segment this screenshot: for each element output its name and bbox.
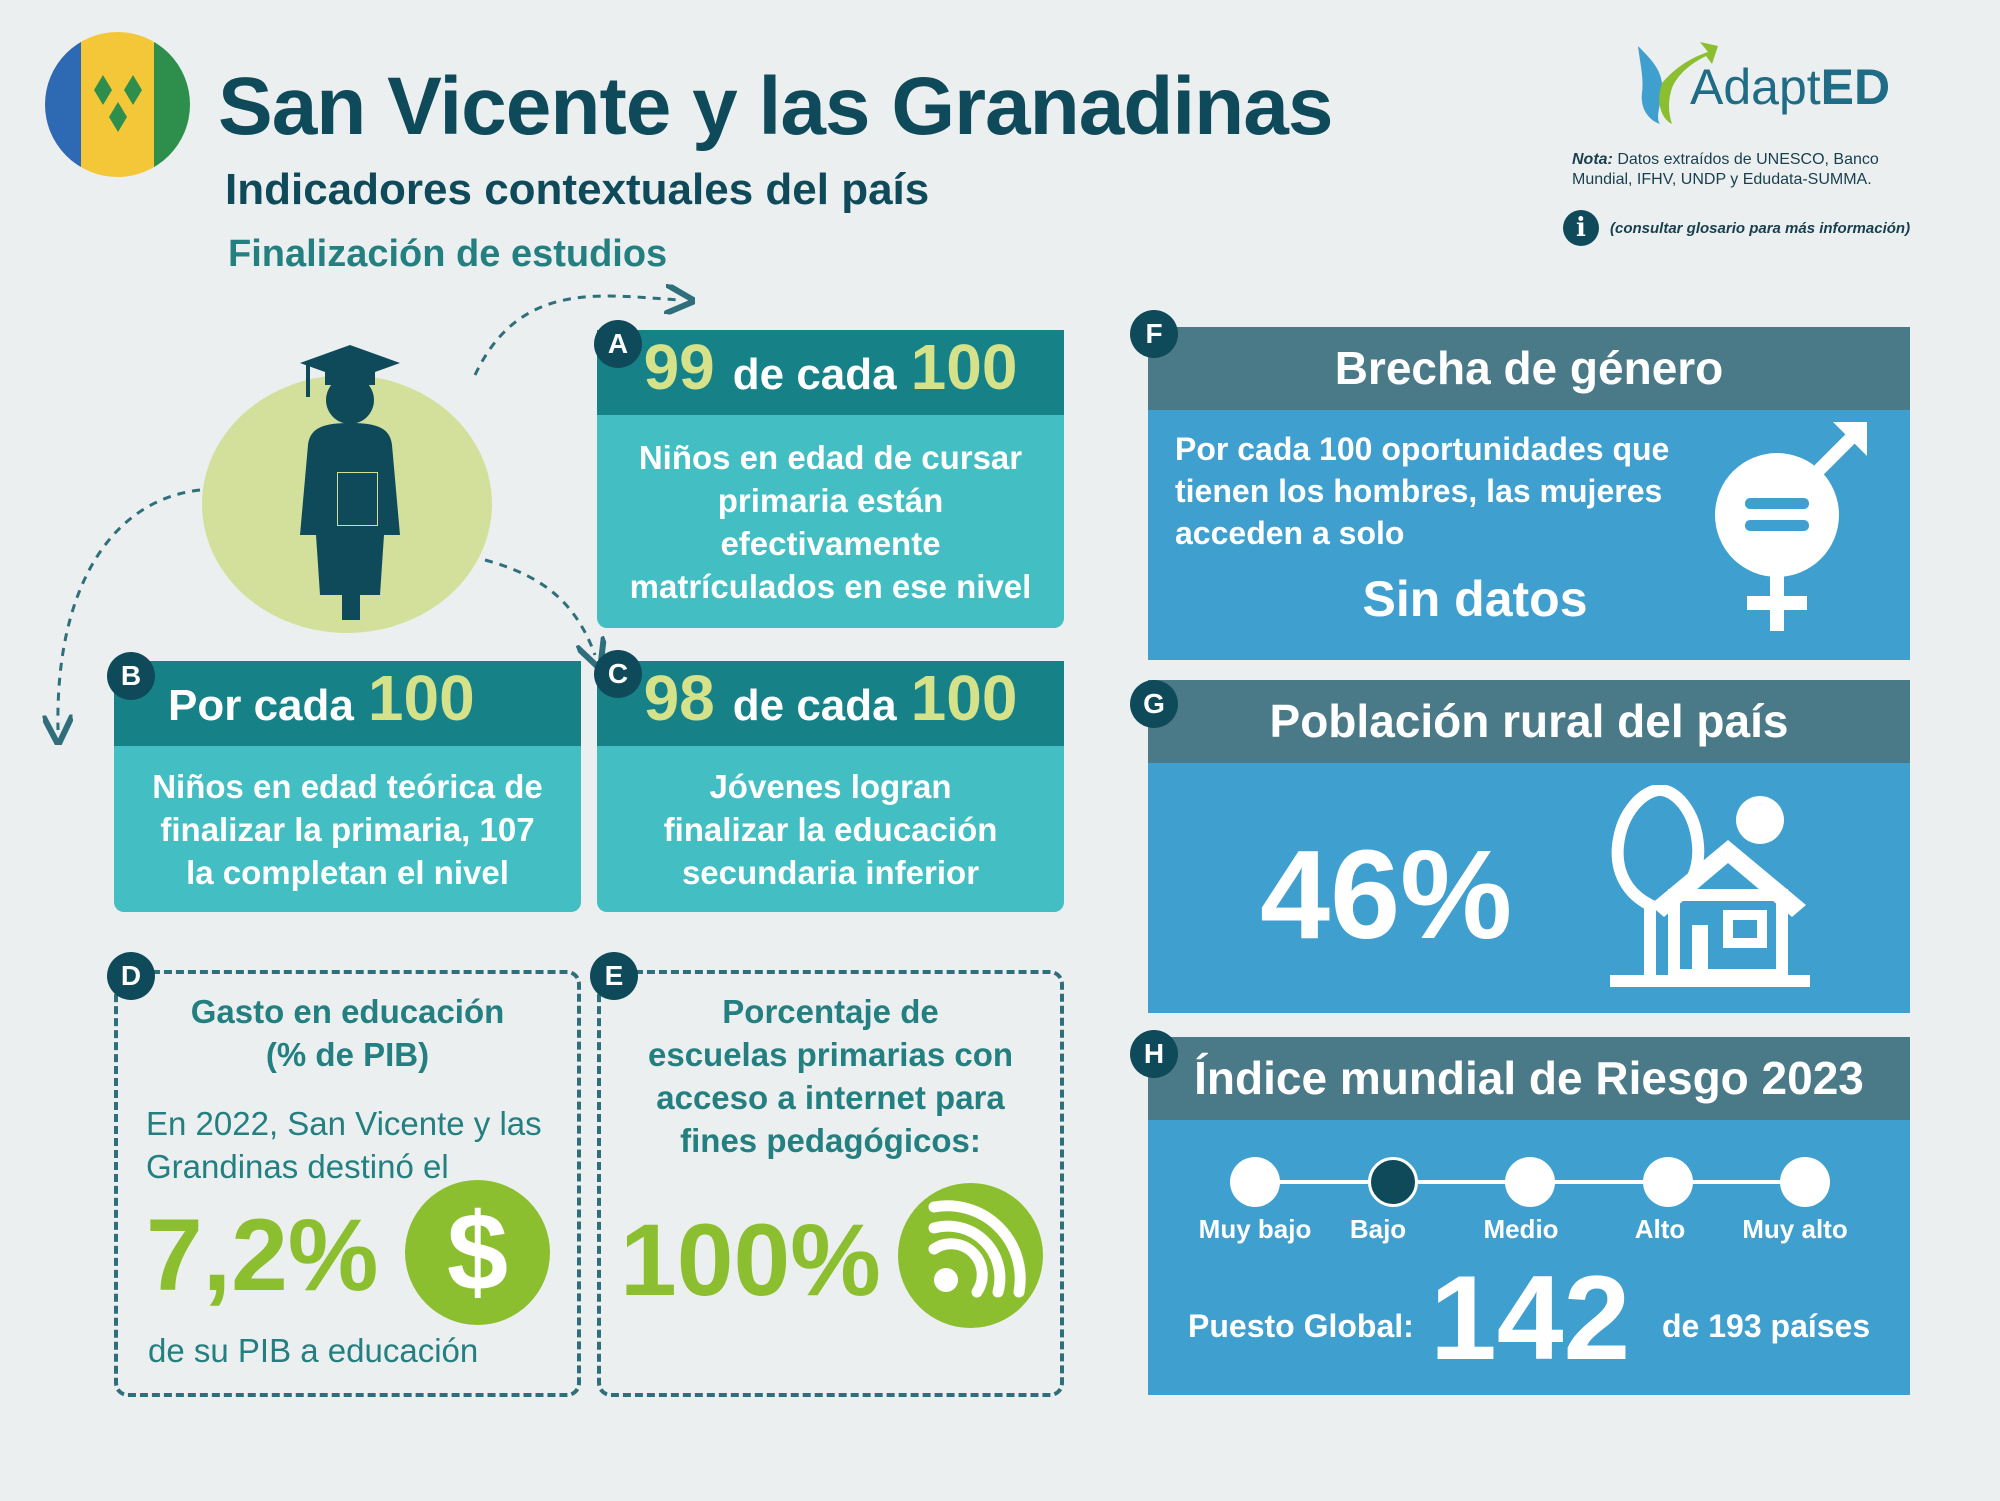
adapted-logo-icon (1638, 42, 1718, 124)
badge-d: D (107, 952, 155, 1000)
card-b-line: finalizar la primaria, 107 (160, 810, 535, 848)
card-a-line: matrículados en ese nivel (629, 567, 1032, 605)
wifi-icon (898, 1183, 1043, 1328)
page-title: San Vicente y las Granadinas (218, 61, 1333, 152)
card-d-footer: de su PIB a educación (148, 1332, 479, 1369)
page-subtitle: Indicadores contextuales del país (225, 165, 930, 214)
card-c-num1: 98 (643, 662, 715, 734)
card-e-value: 100% (620, 1203, 881, 1317)
risk-rank-value: 142 (1430, 1251, 1631, 1385)
section-title: Finalización de estudios (228, 233, 668, 275)
card-e-title-line: Porcentaje de (722, 993, 939, 1030)
risk-rank-label: Puesto Global: (1188, 1308, 1414, 1344)
card-a-line: efectivamente (720, 524, 941, 562)
info-text: (consultar glosario para más información… (1610, 220, 1911, 237)
panel-f-line: acceden a solo (1175, 515, 1405, 551)
note-label: Nota: (1572, 151, 1613, 168)
card-a-header: 99 de cada 100 (597, 330, 1064, 415)
card-c-header: 98 de cada 100 (597, 661, 1064, 746)
badge-h: H (1130, 1030, 1178, 1078)
panel-g-header: Población rural del país (1148, 680, 1910, 763)
card-c-num2: 100 (910, 662, 1018, 734)
card-c-mid: de cada (732, 681, 897, 730)
risk-dot-bajo (1368, 1157, 1418, 1207)
risk-label: Alto (1634, 1214, 1686, 1244)
badge-a: A (594, 320, 642, 368)
card-a-mid: de cada (732, 350, 897, 399)
card-d-intro-line: En 2022, San Vicente y las (146, 1105, 542, 1142)
badge-e: E (590, 952, 638, 1000)
card-c-line: finalizar la educación (663, 810, 998, 848)
card-e-title: Porcentaje de escuelas primarias con acc… (597, 990, 1064, 1162)
card-b-prefix: Por cada (168, 681, 354, 730)
source-note: Nota: Datos extraídos de UNESCO, Banco M… (1572, 150, 1932, 190)
badge-g: G (1130, 680, 1178, 728)
risk-label: Bajo (1349, 1214, 1407, 1244)
gender-equality-icon (1715, 422, 1867, 631)
card-b-header: Por cada 100 (114, 661, 581, 746)
risk-label: Muy alto (1742, 1214, 1848, 1244)
card-b-line: la completan el nivel (186, 853, 509, 891)
dollar-icon: $ (405, 1180, 550, 1325)
panel-f-line: Por cada 100 oportunidades que (1175, 431, 1670, 467)
card-c-line: secundaria inferior (681, 853, 980, 891)
panel-f-value: Sin datos (1362, 571, 1588, 627)
panel-f-header: Brecha de género (1148, 327, 1910, 410)
badge-b: B (107, 652, 155, 700)
logo-text-plain: Adapt (1690, 59, 1821, 115)
risk-rank-suffix: de 193 países (1662, 1308, 1871, 1344)
risk-dot-medio (1505, 1157, 1555, 1207)
card-d-title-line: (% de PIB) (265, 1036, 430, 1073)
info-icon: i (1563, 210, 1599, 246)
card-d-intro-line: Grandinas destinó el (146, 1148, 449, 1185)
note-text: Datos extraídos de UNESCO, Banco Mundial… (1572, 151, 1879, 188)
risk-label: Medio (1483, 1214, 1559, 1244)
card-e-title-line: acceso a internet para (656, 1079, 1005, 1116)
card-b-num: 100 (367, 662, 475, 734)
graduate-icon (300, 345, 400, 620)
card-d-title-line: Gasto en educación (190, 993, 505, 1030)
card-a-line: Niños en edad de cursar (638, 438, 1023, 476)
card-d-title: Gasto en educación (% de PIB) (114, 990, 581, 1076)
flag-icon (45, 32, 190, 177)
card-c-body: Jóvenes logran finalizar la educación se… (597, 746, 1064, 912)
badge-c: C (594, 650, 642, 698)
logo-text-bold: ED (1820, 59, 1891, 115)
card-e (597, 970, 1064, 1397)
card-d-value: 7,2% (146, 1198, 379, 1312)
panel-g-value: 46% (1260, 824, 1513, 965)
rural-house-icon (1610, 785, 1810, 987)
card-a-num2: 100 (910, 331, 1018, 403)
card-b-body: Niños en edad teórica de finalizar la pr… (114, 746, 581, 912)
card-d-intro: En 2022, San Vicente y las Grandinas des… (146, 1102, 576, 1188)
card-d (114, 970, 581, 1397)
panel-f-line: tienen los hombres, las mujeres (1175, 473, 1663, 509)
risk-dot-muy-bajo (1230, 1157, 1280, 1207)
card-b-line: Niños en edad teórica de (152, 767, 543, 805)
risk-label: Muy bajo (1198, 1214, 1312, 1244)
card-e-title-line: fines pedagógicos: (680, 1122, 981, 1159)
panel-f-text: Por cada 100 oportunidades que tienen lo… (1175, 428, 1695, 554)
card-a-num1: 99 (643, 331, 715, 403)
risk-dot-muy-alto (1780, 1157, 1830, 1207)
risk-dot-alto (1643, 1157, 1693, 1207)
badge-f: F (1130, 310, 1178, 358)
card-a-body: Niños en edad de cursar primaria están e… (597, 415, 1064, 628)
logo-text: AdaptED (1690, 58, 1890, 116)
panel-h-header: Índice mundial de Riesgo 2023 (1148, 1037, 1910, 1120)
card-c-line: Jóvenes logran (709, 767, 952, 805)
card-a-line: primaria están (717, 481, 944, 519)
card-e-title-line: escuelas primarias con (647, 1036, 1014, 1073)
